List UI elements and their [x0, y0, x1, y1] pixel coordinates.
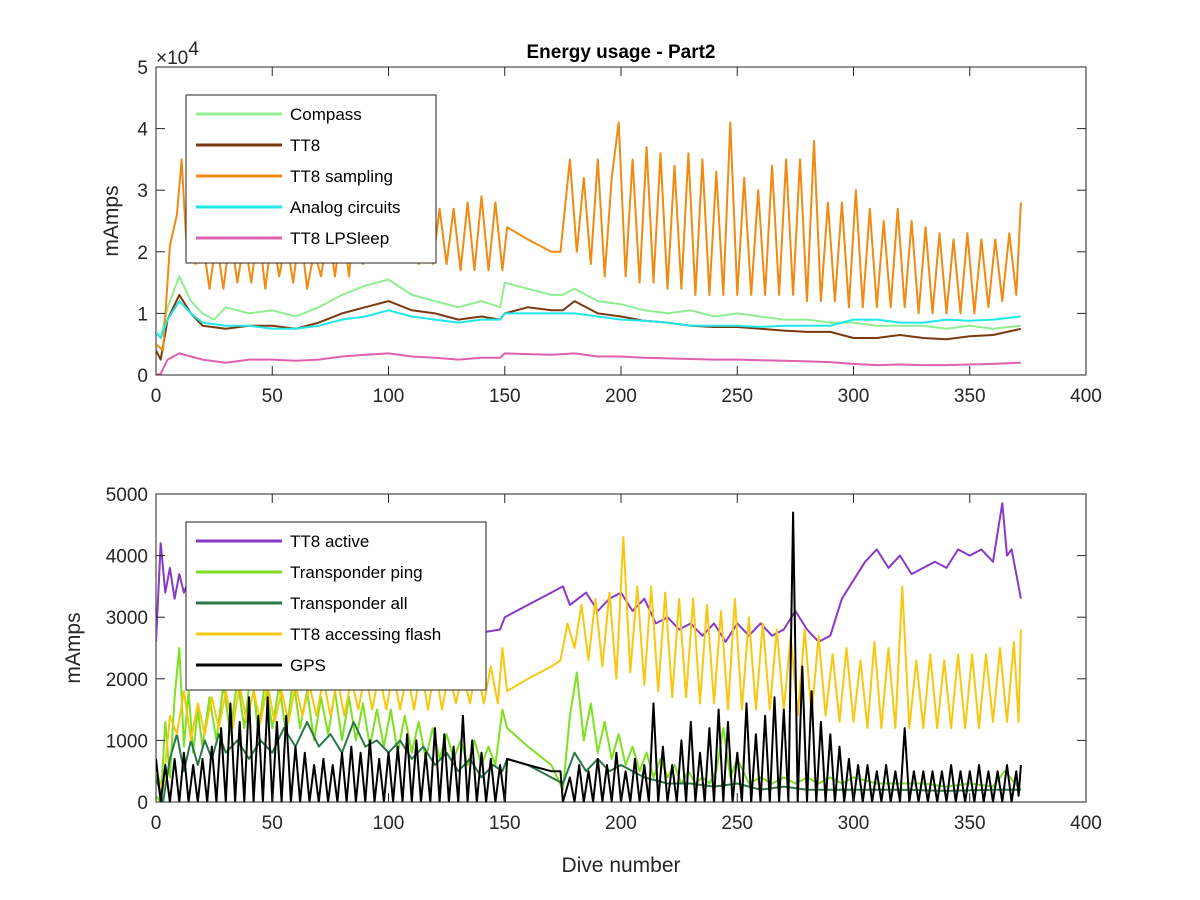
- top-x-tick-label: 400: [1070, 386, 1102, 407]
- bottom-plot-x-axis-label: Dive number: [561, 854, 680, 877]
- top-plot-y-exponent-base: ×10: [156, 48, 188, 69]
- top-plot: 0 50 100 150 200 250 300 350 400 0 1 2 3 4 5 Energy us…: [100, 39, 1102, 407]
- bottom-plot-ticks: 0 50 100 150 200 250 300 350 4000100020003000400…: [106, 485, 1102, 834]
- top-x-tick-label: 50: [262, 386, 283, 407]
- top-series-line-tt8-lpsleep: [156, 352, 1021, 375]
- top-y-tick-label: 3: [137, 181, 148, 202]
- top-series-line-analog-circuits: [156, 300, 1022, 339]
- top-plot-y-exponent: ×104: [156, 39, 199, 69]
- top-x-tick-label: 300: [838, 386, 870, 407]
- bottom-y-tick-label: 3000: [106, 608, 148, 629]
- top-y-tick-label: 2: [137, 243, 148, 264]
- top-y-tick-label: 1: [137, 304, 148, 325]
- top-series-line-compass: [156, 275, 1022, 339]
- bottom-x-tick-label: 0: [151, 813, 162, 834]
- bottom-y-tick-label: 1000: [106, 731, 148, 752]
- bottom-y-tick-label: 2000: [106, 670, 148, 691]
- bottom-x-tick-label: 150: [489, 813, 521, 834]
- top-legend-label-analog-circuits: Analog circuits: [290, 198, 401, 217]
- top-x-tick-label: 0: [151, 386, 162, 407]
- top-plot-y-axis-label: mAmps: [100, 185, 123, 256]
- bottom-series-line-gps: [156, 511, 1022, 802]
- bottom-x-tick-label: 200: [605, 813, 637, 834]
- top-plot-series-lines: [156, 121, 1022, 375]
- bottom-legend-label-transponder-all: Transponder all: [290, 594, 408, 613]
- bottom-x-tick-label: 50: [262, 813, 283, 834]
- top-x-tick-label: 150: [489, 386, 521, 407]
- bottom-y-tick-label: 0: [137, 793, 148, 814]
- top-legend-label-tt8-sampling: TT8 sampling: [290, 167, 393, 186]
- bottom-plot-y-axis-label: mAmps: [62, 612, 85, 683]
- top-x-tick-label: 100: [373, 386, 405, 407]
- top-legend-label-tt8: TT8: [290, 136, 320, 155]
- bottom-legend-label-transponder-ping: Transponder ping: [290, 563, 423, 582]
- bottom-legend-label-gps: GPS: [290, 656, 326, 675]
- bottom-x-tick-label: 100: [373, 813, 405, 834]
- top-plot-ticks: 0 50 100 150 200 250 300 350 400 0 1 2 3 4 5: [137, 58, 1101, 407]
- top-plot-legend: Compass TT8 TT8 sampling Analog circuits TT8…: [185, 94, 437, 264]
- top-x-tick-label: 250: [721, 386, 753, 407]
- bottom-legend-box: [185, 521, 487, 691]
- top-x-tick-label: 350: [954, 386, 986, 407]
- top-plot-y-exponent-power: 4: [188, 39, 199, 60]
- top-plot-title: Energy usage - Part2: [526, 42, 715, 63]
- top-legend-label-tt8-lpsleep: TT8 LPSleep: [290, 229, 389, 248]
- bottom-x-tick-label: 300: [838, 813, 870, 834]
- top-legend-box: [185, 94, 437, 264]
- bottom-legend-label-tt8-active: TT8 active: [290, 532, 369, 551]
- top-legend-label-compass: Compass: [290, 105, 362, 124]
- bottom-legend-label-tt8-accessing-flash: TT8 accessing flash: [290, 625, 441, 644]
- bottom-y-tick-label: 5000: [106, 485, 148, 506]
- top-x-tick-label: 200: [605, 386, 637, 407]
- bottom-plot-legend: TT8 active Transponder ping Transponder al…: [185, 521, 487, 691]
- top-y-tick-label: 0: [137, 366, 148, 387]
- bottom-y-tick-label: 4000: [106, 547, 148, 568]
- top-y-tick-label: 5: [137, 58, 148, 79]
- top-y-tick-label: 4: [137, 120, 148, 141]
- bottom-x-tick-label: 350: [954, 813, 986, 834]
- bottom-plot: 0 50 100 150 200 250 300 350 4000100020003000400…: [62, 485, 1102, 877]
- bottom-x-tick-label: 250: [721, 813, 753, 834]
- bottom-x-tick-label: 400: [1070, 813, 1102, 834]
